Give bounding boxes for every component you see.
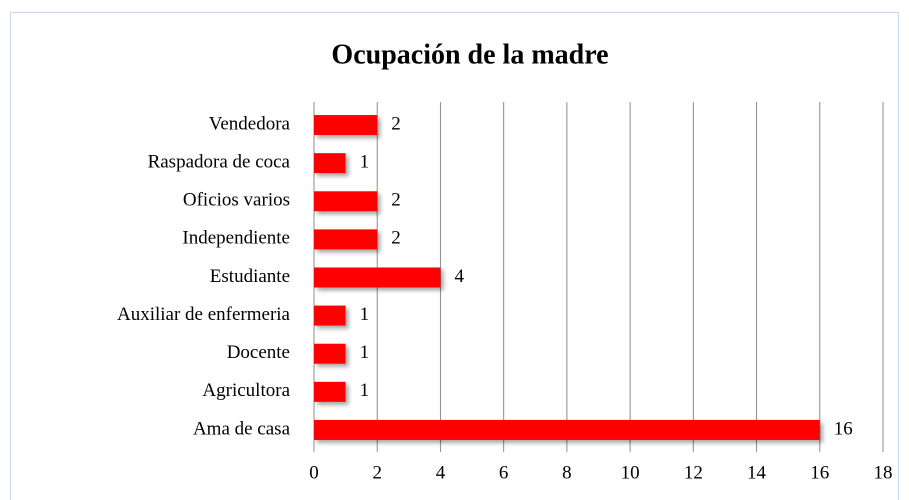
- bar: [314, 115, 378, 136]
- bar: [314, 343, 346, 364]
- x-tick-label: 14: [747, 462, 767, 483]
- bar: [314, 419, 820, 440]
- x-tick-label: 4: [436, 462, 446, 483]
- data-label: 1: [360, 304, 370, 325]
- data-label: 2: [391, 113, 401, 134]
- y-tick-label: Docente: [227, 342, 290, 363]
- data-label: 1: [360, 380, 370, 401]
- bar: [314, 381, 346, 402]
- y-tick-label: Raspadora de coca: [148, 152, 291, 173]
- data-label: 2: [391, 190, 401, 211]
- x-tick-label: 6: [499, 462, 509, 483]
- data-label: 16: [834, 418, 853, 439]
- bar: [314, 153, 346, 174]
- bar: [314, 229, 378, 250]
- data-label: 4: [454, 266, 464, 287]
- y-tick-label: Auxiliar de enfermeria: [117, 304, 291, 325]
- x-tick-label: 16: [810, 462, 829, 483]
- x-tick-label: 0: [309, 462, 319, 483]
- chart-frame: [10, 12, 899, 500]
- bar: [314, 191, 378, 212]
- data-label: 1: [360, 342, 370, 363]
- x-tick-label: 10: [621, 462, 640, 483]
- bar: [314, 267, 441, 288]
- y-tick-label: Independiente: [182, 228, 290, 249]
- y-tick-label: Estudiante: [210, 266, 290, 287]
- x-tick-label: 12: [684, 462, 703, 483]
- y-tick-label: Ama de casa: [193, 418, 291, 439]
- chart-title: Ocupación de la madre: [331, 39, 608, 70]
- data-label: 2: [391, 228, 401, 249]
- x-tick-label: 8: [562, 462, 572, 483]
- bar: [314, 305, 346, 326]
- data-label: 1: [360, 152, 370, 173]
- y-tick-label: Oficios varios: [183, 190, 290, 211]
- x-tick-label: 2: [372, 462, 382, 483]
- x-tick-label: 18: [874, 462, 893, 483]
- y-tick-label: Vendedora: [209, 113, 291, 134]
- y-tick-label: Agricultora: [202, 380, 290, 401]
